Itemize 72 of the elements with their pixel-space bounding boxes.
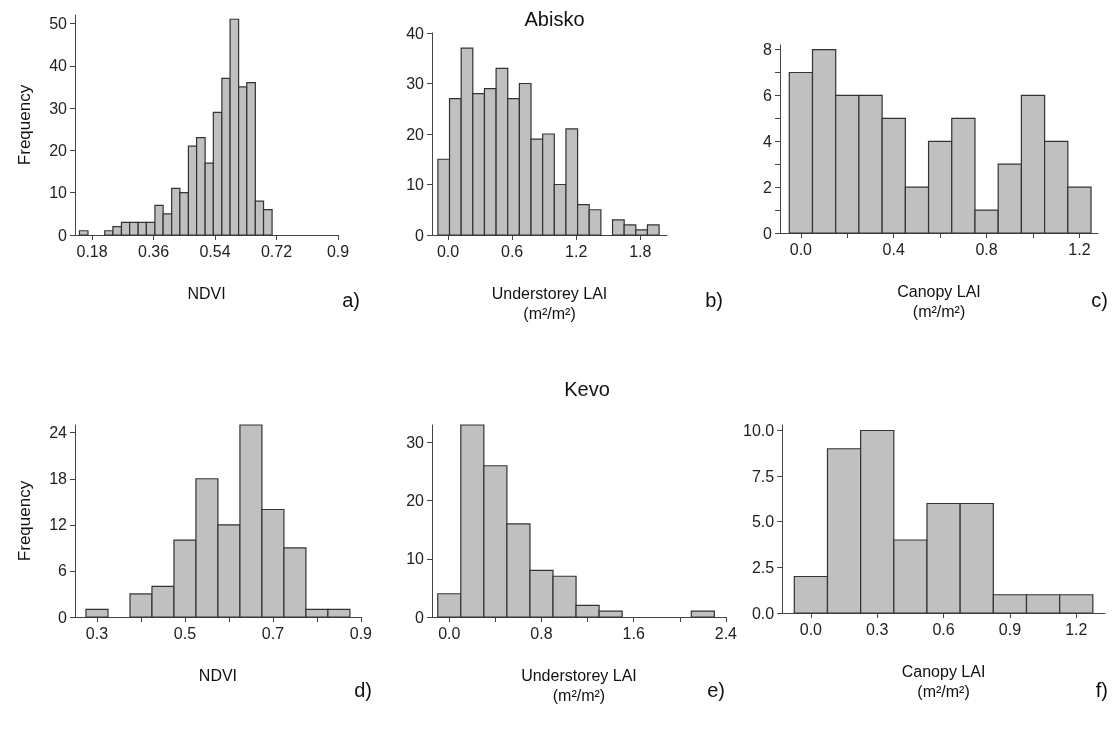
- x-tick-label: 0.8: [530, 624, 553, 642]
- y-tick-label: 4: [763, 132, 773, 150]
- y-tick-label: 20: [49, 141, 68, 159]
- y-tick-label: 7.5: [751, 467, 775, 485]
- x-tick-label: 0.4: [882, 240, 905, 258]
- x-tick-label: 0.54: [199, 242, 231, 260]
- y-axis-title: Frequency: [15, 480, 34, 562]
- x-axis-title: Canopy LAI (m²/m²): [901, 662, 986, 700]
- x-tick-label: 0.9: [998, 620, 1022, 638]
- x-tick-label: 0.0: [799, 620, 823, 638]
- y-tick-label: 8: [763, 41, 773, 59]
- text: d): [354, 679, 373, 701]
- y-tick-label: 0: [415, 608, 425, 626]
- y-tick-label: 10: [406, 550, 425, 568]
- y-tick-label: 30: [49, 99, 68, 117]
- x-tick-label: 2.4: [714, 624, 738, 642]
- y-tick-label: 40: [406, 24, 425, 42]
- x-tick-label: 0.9: [326, 242, 350, 260]
- x-tick-label: 0.36: [137, 242, 170, 260]
- y-tick-label: 18: [49, 470, 68, 488]
- x-tick-label: 1.2: [1065, 620, 1088, 638]
- x-tick-label: 0.7: [261, 624, 285, 642]
- x-axis-title: Canopy LAI (m²/m²): [897, 282, 981, 320]
- x-tick-label: 1.8: [629, 242, 652, 260]
- y-tick-label: 0: [763, 224, 773, 242]
- x-tick-label: 0.72: [260, 242, 293, 260]
- text: a): [342, 289, 361, 311]
- x-tick-label: 0.0: [438, 624, 461, 642]
- y-tick-label: 0.0: [751, 604, 775, 622]
- y-tick-label: 6: [763, 86, 773, 104]
- x-tick-label: 0.5: [173, 624, 197, 642]
- y-tick-label: 24: [49, 424, 68, 442]
- y-tick-label: 2: [763, 178, 773, 196]
- x-axis-title: NDVI: [198, 666, 238, 684]
- y-tick-label: 12: [49, 516, 68, 534]
- x-axis-title: NDVI: [187, 284, 226, 302]
- x-tick-label: 0.3: [85, 624, 109, 642]
- x-tick-label: 1.6: [622, 624, 645, 642]
- x-axis-title: Understorey LAI (m²/m²): [521, 666, 637, 704]
- y-tick-label: 40: [49, 57, 68, 75]
- y-tick-label: 50: [49, 14, 68, 32]
- y-tick-label: 20: [406, 125, 425, 143]
- text: b): [705, 289, 724, 311]
- y-tick-label: 6: [58, 562, 68, 580]
- x-tick-label: 0.0: [436, 242, 460, 260]
- y-tick-label: 0: [58, 608, 68, 626]
- y-tick-label: 2.5: [751, 558, 775, 576]
- y-tick-label: 10: [49, 184, 68, 202]
- x-tick-label: 0.18: [76, 242, 108, 260]
- x-tick-label: 0.3: [866, 620, 889, 638]
- y-tick-label: 30: [406, 75, 425, 92]
- text: c): [1091, 289, 1109, 311]
- x-axis-title: Understorey LAI (m²/m²): [491, 284, 608, 322]
- x-tick-label: 0.8: [975, 240, 998, 258]
- text: e): [707, 679, 726, 701]
- y-axis-title: Frequency: [15, 84, 34, 166]
- chart-title: Kevo: [564, 378, 610, 400]
- x-tick-label: 0.6: [500, 242, 524, 260]
- y-tick-label: 0: [58, 226, 68, 244]
- y-tick-label: 5.0: [751, 513, 775, 531]
- y-tick-label: 20: [406, 492, 425, 510]
- x-tick-label: 0.6: [932, 620, 955, 638]
- x-tick-label: 1.2: [1068, 240, 1091, 258]
- y-tick-label: 10.0: [743, 421, 775, 439]
- y-tick-label: 30: [406, 433, 425, 451]
- y-tick-label: 0: [415, 226, 425, 244]
- chart-title: Abisko: [524, 8, 585, 30]
- x-tick-label: 0.9: [349, 624, 373, 642]
- text: f): [1095, 679, 1108, 701]
- x-tick-label: 0.0: [789, 240, 813, 258]
- y-tick-label: 10: [406, 176, 425, 193]
- x-tick-label: 1.2: [565, 242, 588, 260]
